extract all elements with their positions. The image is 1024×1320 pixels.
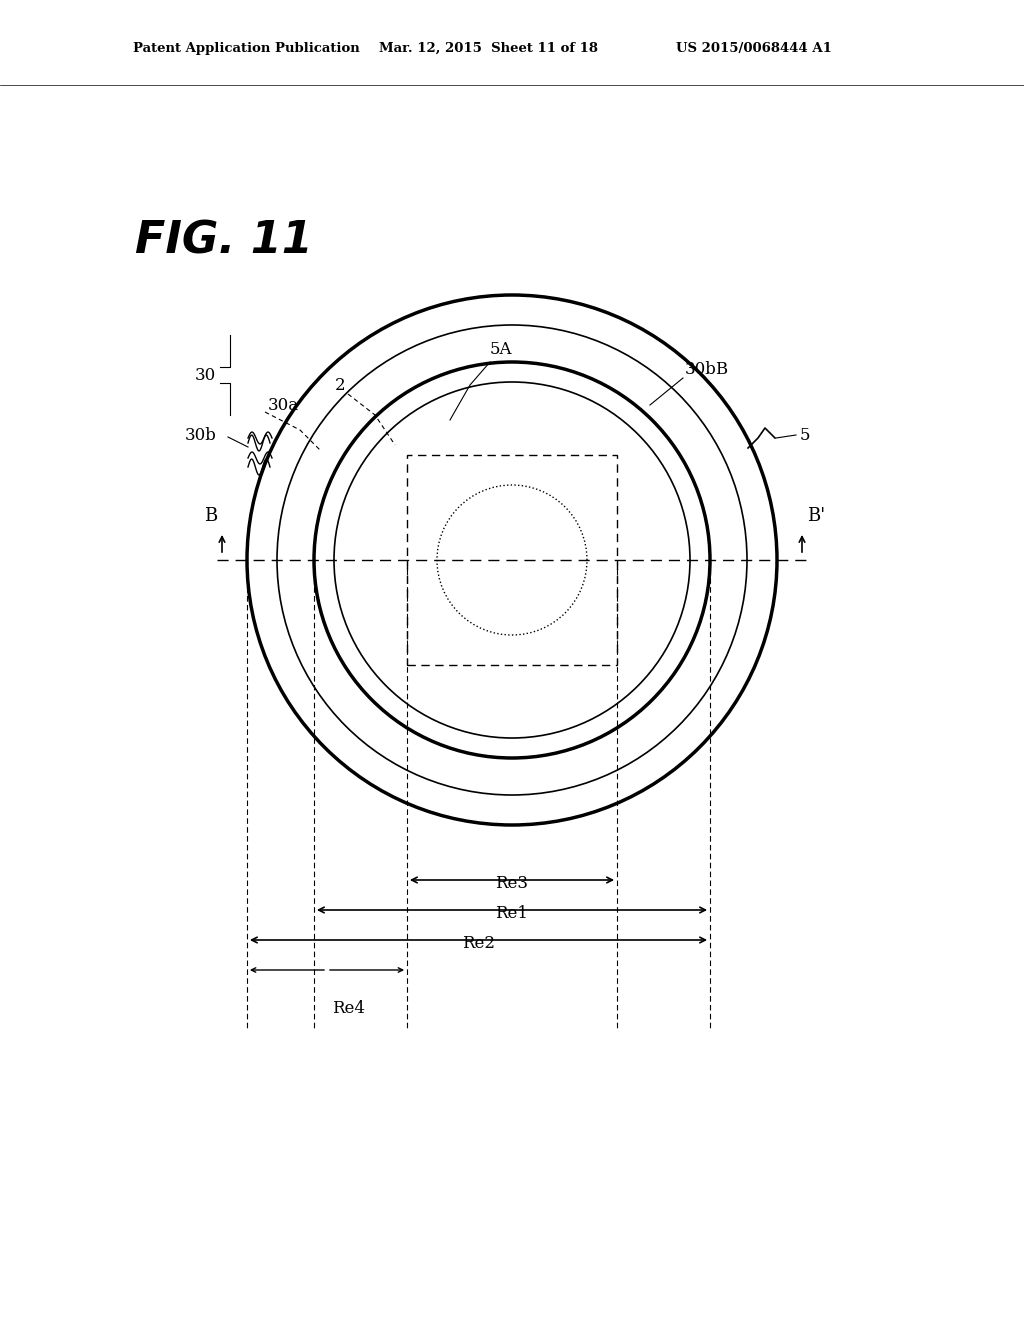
Text: 30: 30 bbox=[195, 367, 216, 384]
Text: 2: 2 bbox=[335, 376, 345, 393]
Bar bbox=[407, 455, 617, 665]
Text: 5: 5 bbox=[800, 426, 811, 444]
Text: Re4: Re4 bbox=[332, 1001, 365, 1016]
Text: Mar. 12, 2015  Sheet 11 of 18: Mar. 12, 2015 Sheet 11 of 18 bbox=[379, 42, 598, 55]
Text: B': B' bbox=[807, 507, 825, 525]
Text: US 2015/0068444 A1: US 2015/0068444 A1 bbox=[676, 42, 831, 55]
Text: FIG. 11: FIG. 11 bbox=[135, 220, 312, 263]
Text: Re3: Re3 bbox=[496, 875, 528, 892]
Text: 30a: 30a bbox=[268, 396, 299, 413]
Text: Re1: Re1 bbox=[496, 906, 528, 921]
Text: Patent Application Publication: Patent Application Publication bbox=[133, 42, 359, 55]
Text: B: B bbox=[204, 507, 217, 525]
Text: Re2: Re2 bbox=[463, 935, 496, 952]
Text: 30b: 30b bbox=[185, 426, 217, 444]
Text: 5A: 5A bbox=[490, 342, 512, 359]
Text: 30bB: 30bB bbox=[685, 362, 729, 379]
